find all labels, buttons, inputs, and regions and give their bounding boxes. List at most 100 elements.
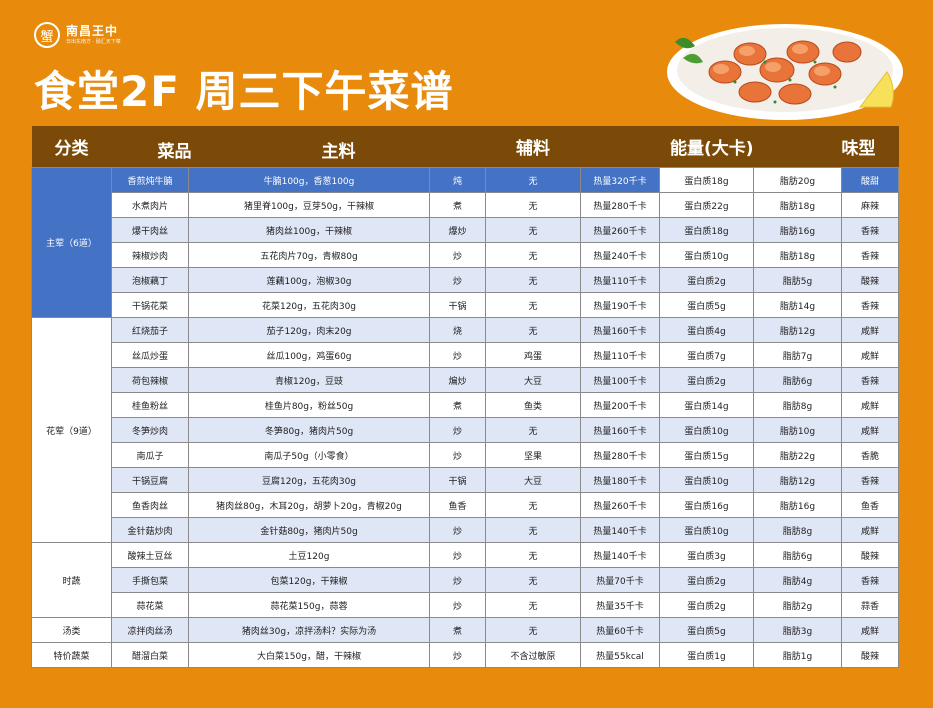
cook-method-cell: 炒 [429,442,486,468]
flavor-cell: 鱼香 [841,492,900,518]
cook-method-cell: 煮 [429,392,486,418]
fat-cell: 脂肪5g [753,267,843,293]
dish-name-cell: 冬笋炒肉 [111,417,189,443]
side-ingredient-cell: 无 [485,567,581,593]
page-title: 食堂2F 周三下午菜谱 [34,67,454,116]
table-row: 主荤（6道） 香煎炖牛腩 牛腩100g，香葱100g 炖无热量320千卡 蛋白质18g 脂… [31,167,900,318]
protein-cell: 蛋白质2g [658,567,755,593]
main-ingredient-cell: 南瓜子50g（小零食） [188,442,430,468]
side-ingredient-cell: 无 [485,292,581,318]
calories-cell: 热量140千卡 [580,517,660,543]
calories-cell: 热量260千卡 [580,492,660,518]
calories-cell: 热量200千卡 [580,392,660,418]
side-ingredient-cell: 无 [485,242,581,268]
header-blank-2 [753,126,842,168]
table-row: 手撕包菜 包菜120g，干辣椒炒无热量70千卡 蛋白质2g 脂肪4g 香辣 [32,567,900,593]
flavor-cell: 咸鲜 [841,417,900,443]
category-cell: 汤类 [31,617,112,643]
dish-name-cell: 桂鱼粉丝 [111,392,189,418]
fat-cell: 脂肪10g [753,417,843,443]
calories-cell: 热量55kcal [580,642,660,668]
cook-method-cell: 炒 [429,517,486,543]
protein-cell: 蛋白质16g [658,492,755,518]
main-ingredient-cell: 丝瓜100g，鸡蛋60g [188,342,430,368]
menu-table: 分类 菜品 主料 辅料 能量(大卡) 味型 主荤（6道） 香煎炖牛腩 牛腩100g，… [31,126,900,668]
dish-name-cell: 香煎炖牛腩 [111,167,189,193]
protein-cell: 蛋白质2g [658,367,755,393]
header-flavor: 味型 [841,126,899,168]
side-ingredient-cell: 无 [485,592,581,618]
cook-method-cell: 干锅 [429,292,486,318]
flavor-cell: 蒜香 [841,592,900,618]
dish-name-cell: 金针菇炒肉 [111,517,189,543]
dish-name-cell: 红烧茄子 [111,317,189,343]
side-ingredient-cell: 坚果 [485,442,581,468]
header-main-ingredient: 主料 [321,142,356,162]
protein-cell: 蛋白质1g [658,642,755,668]
fat-cell: 脂肪6g [753,367,843,393]
dish-name-cell: 凉拌肉丝汤 [111,617,189,643]
dish-name-cell: 蒜花菜 [111,592,189,618]
category-cell: 特价蔬菜 [31,642,112,668]
table-row: 特价蔬菜 醋溜白菜 大白菜150g，醋，干辣椒炒不含过敏原 热量55kcal 蛋白质1g… [31,642,900,668]
fat-cell: 脂肪3g [753,617,843,643]
table-row: 爆干肉丝 猪肉丝100g，干辣椒 爆炒无热量260千卡 蛋白质18g 脂肪16g 香辣 [32,217,900,243]
flavor-cell: 咸鲜 [841,617,900,643]
dish-name-cell: 泡椒藕丁 [111,267,189,293]
table-header: 分类 菜品 主料 辅料 能量(大卡) 味型 [31,126,899,168]
flavor-cell: 酸辣 [841,267,900,293]
main-ingredient-cell: 茄子120g，肉末20g [188,317,430,343]
calories-cell: 热量110千卡 [580,267,660,293]
table-row: 鱼香肉丝 猪肉丝80g，木耳20g，胡萝卜20g，青椒20g 鱼香无热量260千卡蛋… [32,492,900,518]
side-ingredient-cell: 鸡蛋 [485,342,581,368]
table-row: 干锅豆腐 豆腐120g，五花肉30g 干锅 大豆 热量180千卡 蛋白质10g 脂肪12g 香… [32,467,900,493]
side-ingredient-cell: 鱼类 [485,392,581,418]
dish-name-cell: 荷包辣椒 [111,367,189,393]
table-row: 汤类 凉拌肉丝汤 猪肉丝30g，凉拌汤料？实际为汤煮无热量60千卡 蛋白质5g 脂肪3g… [31,617,900,643]
protein-cell: 蛋白质10g [658,242,755,268]
cook-method-cell: 炒 [429,267,486,293]
cook-method-cell: 炒 [429,542,486,568]
header-blank [429,126,486,168]
side-ingredient-cell: 无 [485,617,581,643]
category-cell: 主荤（6道） [31,167,112,318]
calories-cell: 热量280千卡 [580,442,660,468]
dish-name-cell: 爆干肉丝 [111,217,189,243]
table-row: 干锅花菜 花菜120g，五花肉30g 干锅无热量190千卡 蛋白质5g 脂肪14g 香辣 [32,292,900,318]
main-ingredient-cell: 五花肉片70g，青椒80g [188,242,430,268]
fat-cell: 脂肪8g [753,392,843,418]
calories-cell: 热量260千卡 [580,217,660,243]
table-row: 辣椒炒肉 五花肉片70g，青椒80g 炒无热量240千卡 蛋白质10g 脂肪18g 香辣 [32,242,900,268]
flavor-cell: 香辣 [841,242,900,268]
header-category: 分类 [31,126,112,168]
table-row: 丝瓜炒蛋 丝瓜100g，鸡蛋60g 炒鸡蛋 热量110千卡 蛋白质7g 脂肪7g 咸鲜 [32,342,900,368]
dish-name-cell: 水煮肉片 [111,192,189,218]
cook-method-cell: 干锅 [429,467,486,493]
calories-cell: 热量160千卡 [580,317,660,343]
protein-cell: 蛋白质22g [658,192,755,218]
header-side-ingredient: 辅料 [485,126,581,168]
side-ingredient-cell: 无 [485,317,581,343]
cook-method-cell: 炒 [429,642,486,668]
cook-method-cell: 炒 [429,342,486,368]
fat-cell: 脂肪20g [753,167,843,193]
menu-body: 主荤（6道） 香煎炖牛腩 牛腩100g，香葱100g 炖无热量320千卡 蛋白质18g 脂… [31,167,900,668]
dish-name-cell: 丝瓜炒蛋 [111,342,189,368]
main-ingredient-cell: 青椒120g，豆豉 [188,367,430,393]
dish-name-cell: 辣椒炒肉 [111,242,189,268]
calories-cell: 热量70千卡 [580,567,660,593]
flavor-cell: 麻辣 [841,192,900,218]
protein-cell: 蛋白质7g [658,342,755,368]
calories-cell: 热量140千卡 [580,542,660,568]
side-ingredient-cell: 无 [485,492,581,518]
table-row: 花荤（9道） 红烧茄子 茄子120g，肉末20g 烧无热量160千卡 蛋白质4g 脂肪12… [31,317,900,543]
dish-name-cell: 手撕包菜 [111,567,189,593]
cook-method-cell: 炒 [429,417,486,443]
cook-method-cell: 烧 [429,317,486,343]
cook-method-cell: 鱼香 [429,492,486,518]
table-row: 时蔬 酸辣土豆丝 土豆120g 炒无热量140千卡 蛋白质3g 脂肪6g 酸辣 [31,542,900,618]
protein-cell: 蛋白质10g [658,467,755,493]
main-ingredient-cell: 猪里脊100g，豆芽50g，干辣椒 [188,192,430,218]
calories-cell: 热量110千卡 [580,342,660,368]
fat-cell: 脂肪18g [753,242,843,268]
